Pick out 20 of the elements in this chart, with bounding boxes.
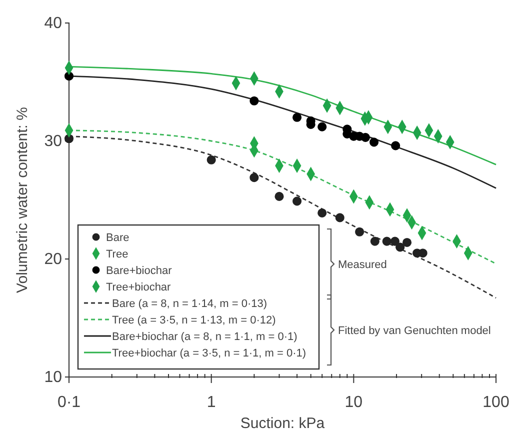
legend-label: Tree (a = 3·5, n = 1·13, m = 0·12): [112, 314, 276, 326]
legend-label: Bare+biochar (a = 8, n = 1·1, m = 0·1): [112, 331, 298, 343]
x-tick-label: 10: [344, 394, 363, 411]
annotation: Fitted by van Genuchten model: [338, 325, 491, 337]
x-tick-label: 0·1: [57, 394, 81, 411]
legend-label: Bare (a = 8, n = 1·14, m = 0·13): [112, 298, 267, 310]
y-tick-label: 10: [44, 369, 62, 386]
annotation: Measured: [338, 259, 387, 271]
y-tick-label: 30: [44, 133, 62, 150]
x-tick-label: 100: [482, 394, 510, 411]
x-tick-label: 1: [206, 394, 216, 411]
x-axis-title: Suction: kPa: [240, 415, 326, 432]
legend-label: Tree+biochar: [106, 282, 172, 294]
y-axis-title: Volumetric water content: %: [14, 107, 31, 293]
legend-label: Tree+biochar (a = 3·5, n = 1·1, m = 0·1): [112, 348, 306, 360]
y-tick-label: 40: [44, 15, 62, 32]
legend-label: Bare+biochar: [106, 265, 172, 277]
legend-label: Bare: [106, 232, 130, 244]
y-tick-label: 20: [44, 251, 62, 268]
legend-label: Tree: [106, 248, 128, 260]
